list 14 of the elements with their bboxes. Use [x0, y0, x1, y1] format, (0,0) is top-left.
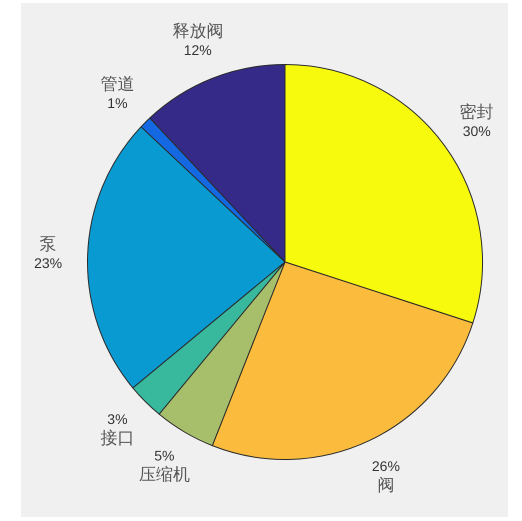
- slice-label: 接口: [100, 428, 134, 449]
- data-label: 1%: [107, 94, 128, 111]
- data-label: 12%: [184, 42, 212, 58]
- slice-label: 密封: [460, 102, 494, 123]
- slice-label: 压缩机: [138, 464, 190, 485]
- data-label: 23%: [34, 254, 62, 271]
- data-label: 30%: [462, 123, 491, 140]
- data-label: 5%: [154, 447, 174, 464]
- slice-label: 阀: [377, 475, 394, 496]
- data-label: 3%: [107, 410, 128, 427]
- slice-label: 泵: [40, 234, 57, 254]
- slice-label: 管道: [100, 74, 134, 94]
- slice-label: 释放阀: [172, 22, 224, 42]
- data-label: 26%: [372, 458, 400, 474]
